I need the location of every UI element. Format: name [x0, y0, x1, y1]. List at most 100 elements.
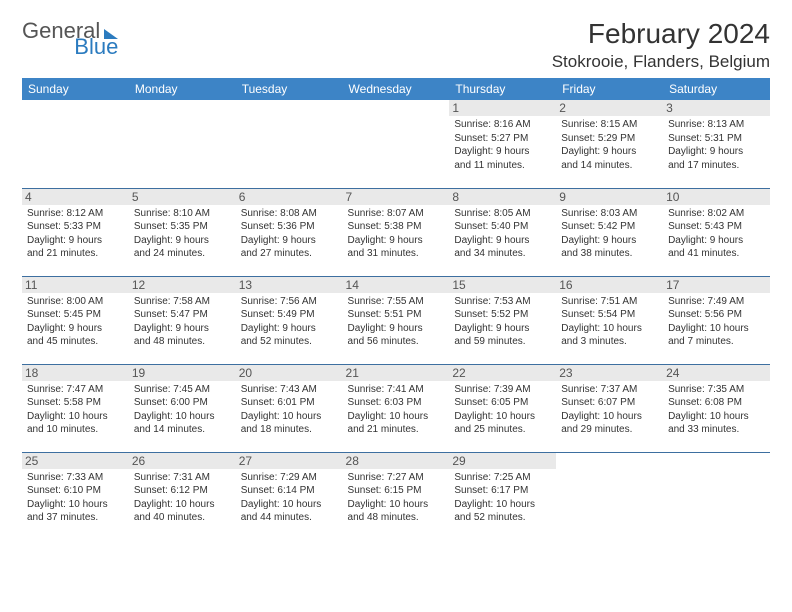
- calendar-cell: 28 Sunrise: 7:27 AMSunset: 6:15 PMDayligh…: [343, 452, 450, 540]
- day-number: 24: [663, 365, 770, 381]
- calendar-cell: 24 Sunrise: 7:35 AMSunset: 6:08 PMDayligh…: [663, 364, 770, 452]
- day-info: Sunrise: 7:47 AMSunset: 5:58 PMDaylight:…: [27, 383, 124, 437]
- weekday-header: Monday: [129, 78, 236, 100]
- calendar-row: 25Sunrise: 7:33 AMSunset: 6:10 PMDayligh…: [22, 452, 770, 540]
- day-number: 8: [449, 189, 556, 205]
- calendar-cell: 18 Sunrise: 7:47 AMSunset: 5:58 PMDayligh…: [22, 364, 129, 452]
- calendar-cell: 7Sunrise: 8:07 AMSunset: 5:38 PMDaylight…: [343, 188, 450, 276]
- day-number: 15: [449, 277, 556, 293]
- day-info: Sunrise: 7:41 AMSunset: 6:03 PMDaylight:…: [348, 383, 445, 437]
- day-info: Sunrise: 8:03 AMSunset: 5:42 PMDaylight:…: [561, 207, 658, 261]
- day-number: 28: [343, 453, 450, 469]
- weekday-header-row: Sunday Monday Tuesday Wednesday Thursday…: [22, 78, 770, 100]
- day-info: Sunrise: 8:12 AMSunset: 5:33 PMDaylight:…: [27, 207, 124, 261]
- calendar-row: 11 Sunrise: 8:00 AMSunset: 5:45 PMDayligh…: [22, 276, 770, 364]
- logo: General Blue: [22, 18, 162, 44]
- day-info: Sunrise: 7:27 AMSunset: 6:15 PMDaylight:…: [348, 471, 445, 525]
- day-number: 9: [556, 189, 663, 205]
- day-number: 10: [663, 189, 770, 205]
- day-info: Sunrise: 8:13 AMSunset: 5:31 PMDaylight:…: [668, 118, 765, 172]
- calendar-cell: 20 Sunrise: 7:43 AMSunset: 6:01 PMDayligh…: [236, 364, 343, 452]
- day-number: 23: [556, 365, 663, 381]
- day-number: 20: [236, 365, 343, 381]
- day-info: Sunrise: 7:51 AMSunset: 5:54 PMDaylight:…: [561, 295, 658, 349]
- weekday-header: Saturday: [663, 78, 770, 100]
- day-info: Sunrise: 7:45 AMSunset: 6:00 PMDaylight:…: [134, 383, 231, 437]
- calendar-cell: 10Sunrise: 8:02 AMSunset: 5:43 PMDayligh…: [663, 188, 770, 276]
- day-info: Sunrise: 7:53 AMSunset: 5:52 PMDaylight:…: [454, 295, 551, 349]
- calendar-cell: [129, 100, 236, 188]
- day-number: 21: [343, 365, 450, 381]
- day-number: 1: [449, 100, 556, 116]
- day-number: 19: [129, 365, 236, 381]
- day-info: Sunrise: 7:31 AMSunset: 6:12 PMDaylight:…: [134, 471, 231, 525]
- day-info: Sunrise: 7:58 AMSunset: 5:47 PMDaylight:…: [134, 295, 231, 349]
- day-info: Sunrise: 8:16 AMSunset: 5:27 PMDaylight:…: [454, 118, 551, 172]
- day-number: 27: [236, 453, 343, 469]
- day-number: 26: [129, 453, 236, 469]
- calendar-cell: 8 Sunrise: 8:05 AMSunset: 5:40 PMDaylight…: [449, 188, 556, 276]
- calendar-cell: [556, 452, 663, 540]
- title-block: February 2024 Stokrooie, Flanders, Belgi…: [552, 18, 770, 72]
- day-number: 25: [22, 453, 129, 469]
- weekday-header: Wednesday: [343, 78, 450, 100]
- calendar-cell: 17 Sunrise: 7:49 AMSunset: 5:56 PMDayligh…: [663, 276, 770, 364]
- calendar-cell: 14Sunrise: 7:55 AMSunset: 5:51 PMDayligh…: [343, 276, 450, 364]
- calendar-cell: 9 Sunrise: 8:03 AMSunset: 5:42 PMDaylight…: [556, 188, 663, 276]
- calendar-cell: [663, 452, 770, 540]
- day-number: 13: [236, 277, 343, 293]
- calendar-cell: 15 Sunrise: 7:53 AMSunset: 5:52 PMDayligh…: [449, 276, 556, 364]
- day-number: 11: [22, 277, 129, 293]
- calendar-cell: 12 Sunrise: 7:58 AMSunset: 5:47 PMDayligh…: [129, 276, 236, 364]
- day-info: Sunrise: 8:07 AMSunset: 5:38 PMDaylight:…: [348, 207, 445, 261]
- calendar-cell: 29 Sunrise: 7:25 AMSunset: 6:17 PMDayligh…: [449, 452, 556, 540]
- weekday-header: Friday: [556, 78, 663, 100]
- weekday-header: Tuesday: [236, 78, 343, 100]
- day-info: Sunrise: 7:49 AMSunset: 5:56 PMDaylight:…: [668, 295, 765, 349]
- day-number: 18: [22, 365, 129, 381]
- calendar-cell: 4 Sunrise: 8:12 AMSunset: 5:33 PMDaylight…: [22, 188, 129, 276]
- day-info: Sunrise: 8:08 AMSunset: 5:36 PMDaylight:…: [241, 207, 338, 261]
- day-number: 4: [22, 189, 129, 205]
- calendar-cell: 5 Sunrise: 8:10 AMSunset: 5:35 PMDaylight…: [129, 188, 236, 276]
- calendar-cell: 13 Sunrise: 7:56 AMSunset: 5:49 PMDayligh…: [236, 276, 343, 364]
- day-number: 29: [449, 453, 556, 469]
- day-info: Sunrise: 7:25 AMSunset: 6:17 PMDaylight:…: [454, 471, 551, 525]
- day-number: 17: [663, 277, 770, 293]
- calendar-cell: 3Sunrise: 8:13 AMSunset: 5:31 PMDaylight…: [663, 100, 770, 188]
- calendar-cell: 22Sunrise: 7:39 AMSunset: 6:05 PMDayligh…: [449, 364, 556, 452]
- location: Stokrooie, Flanders, Belgium: [552, 52, 770, 72]
- calendar-cell: 23 Sunrise: 7:37 AMSunset: 6:07 PMDayligh…: [556, 364, 663, 452]
- day-number: 5: [129, 189, 236, 205]
- day-info: Sunrise: 7:35 AMSunset: 6:08 PMDaylight:…: [668, 383, 765, 437]
- header: General Blue February 2024 Stokrooie, Fl…: [22, 18, 770, 72]
- day-number: 16: [556, 277, 663, 293]
- day-info: Sunrise: 8:05 AMSunset: 5:40 PMDaylight:…: [454, 207, 551, 261]
- day-info: Sunrise: 7:56 AMSunset: 5:49 PMDaylight:…: [241, 295, 338, 349]
- calendar-cell: 11 Sunrise: 8:00 AMSunset: 5:45 PMDayligh…: [22, 276, 129, 364]
- calendar-cell: 26 Sunrise: 7:31 AMSunset: 6:12 PMDayligh…: [129, 452, 236, 540]
- calendar-row: 1 Sunrise: 8:16 AMSunset: 5:27 PMDaylight…: [22, 100, 770, 188]
- day-number: 6: [236, 189, 343, 205]
- month-title: February 2024: [552, 18, 770, 50]
- logo-text-2: Blue: [74, 34, 118, 60]
- day-number: 12: [129, 277, 236, 293]
- weekday-header: Sunday: [22, 78, 129, 100]
- calendar-row: 4 Sunrise: 8:12 AMSunset: 5:33 PMDaylight…: [22, 188, 770, 276]
- calendar-table: Sunday Monday Tuesday Wednesday Thursday…: [22, 78, 770, 540]
- calendar-cell: [236, 100, 343, 188]
- calendar-cell: 21 Sunrise: 7:41 AMSunset: 6:03 PMDayligh…: [343, 364, 450, 452]
- day-info: Sunrise: 7:37 AMSunset: 6:07 PMDaylight:…: [561, 383, 658, 437]
- day-info: Sunrise: 7:29 AMSunset: 6:14 PMDaylight:…: [241, 471, 338, 525]
- calendar-cell: 1 Sunrise: 8:16 AMSunset: 5:27 PMDaylight…: [449, 100, 556, 188]
- weekday-header: Thursday: [449, 78, 556, 100]
- calendar-cell: [22, 100, 129, 188]
- day-number: 14: [343, 277, 450, 293]
- day-info: Sunrise: 7:43 AMSunset: 6:01 PMDaylight:…: [241, 383, 338, 437]
- day-info: Sunrise: 8:10 AMSunset: 5:35 PMDaylight:…: [134, 207, 231, 261]
- day-info: Sunrise: 7:39 AMSunset: 6:05 PMDaylight:…: [454, 383, 551, 437]
- day-info: Sunrise: 8:00 AMSunset: 5:45 PMDaylight:…: [27, 295, 124, 349]
- calendar-cell: 2Sunrise: 8:15 AMSunset: 5:29 PMDaylight…: [556, 100, 663, 188]
- calendar-cell: [343, 100, 450, 188]
- calendar-cell: 6 Sunrise: 8:08 AMSunset: 5:36 PMDaylight…: [236, 188, 343, 276]
